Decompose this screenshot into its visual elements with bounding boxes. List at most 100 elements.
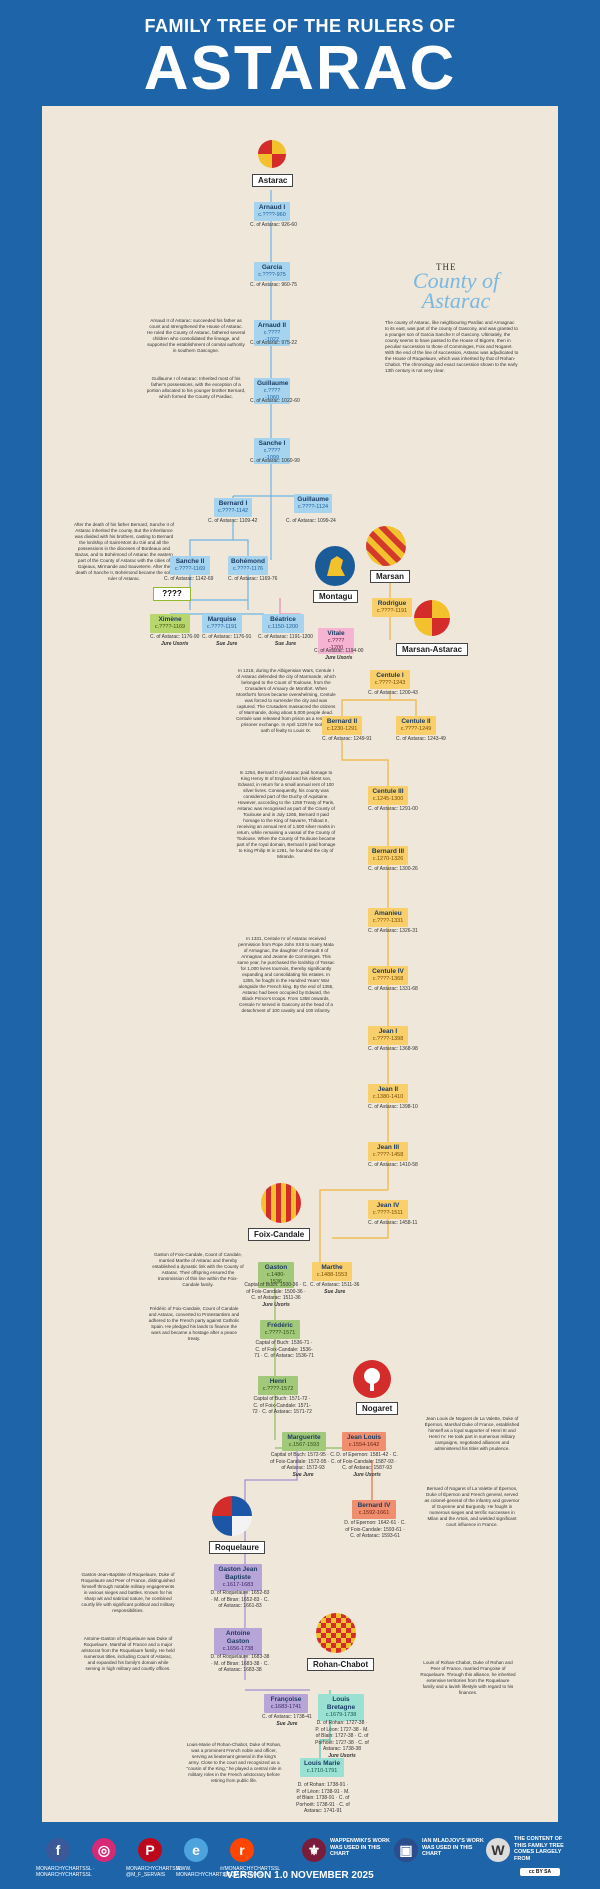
title-centule-iv: C. of Astarac: 1331-68: [368, 986, 418, 992]
chart-supertitle: FAMILY TREE OF THE RULERS OF: [144, 16, 456, 36]
reddit-icon[interactable]: r: [230, 1838, 254, 1862]
person-bernard-iii[interactable]: Bernard III c.1270-1326: [368, 846, 408, 865]
house-label-marsan-astarac: Marsan-Astarac: [396, 643, 469, 656]
title-bernard-ii: C. of Astarac: 1249-91: [322, 736, 372, 742]
person-frederic[interactable]: Frédéric c.????-1571: [260, 1320, 300, 1339]
person-marquise[interactable]: Marquise c.????-1191: [202, 614, 242, 633]
chart-title: ASTARAC: [143, 34, 457, 103]
house-label-astarac: Astarac: [252, 174, 294, 187]
note-bernard-iv: Bernard of Nogaret of La Valette of Éper…: [424, 1486, 520, 1527]
person-henri[interactable]: Henri c.????-1572: [258, 1376, 298, 1395]
person-beatrice[interactable]: Béatrice c.1150-1200: [262, 614, 304, 633]
marsan-astarac-shield-icon: [414, 600, 450, 636]
title-frederic: Captal of Buch: 1536-71 · C. of Foix-Can…: [254, 1340, 314, 1359]
instagram-icon[interactable]: ◎: [92, 1838, 116, 1862]
title-gaston-jean-baptiste: D. of Roquelaure: 1652-83 · M. of Biran:…: [210, 1590, 270, 1609]
person-bernard-iv[interactable]: Bernard IV c.1592-1661: [352, 1500, 396, 1519]
title-jean-iv: C. of Astarac: 1458-11: [368, 1220, 418, 1226]
title-gaston: Captal of Buch: 1500-36 · C. of Foix-Can…: [244, 1282, 308, 1308]
person-guillaume[interactable]: Guillaume c.????-1060: [254, 378, 290, 404]
footer-wiki: THE CONTENT OF THIS FAMILY TREE COMES LA…: [514, 1836, 564, 1862]
title-arnaud-i: C. of Astarac: 926-60: [250, 222, 297, 228]
person-ximene[interactable]: Ximène c.????-1169: [150, 614, 190, 633]
facebook-icon[interactable]: f: [46, 1838, 70, 1862]
house-label-nogaret: Nogaret: [356, 1402, 399, 1415]
note-louis-marie: Louis-Marie of Rohan-Chabot, Duke of Roh…: [186, 1742, 282, 1783]
title-jean-louis: D. of Epernon: 1581-42 · C. of Foix-Cand…: [336, 1452, 398, 1478]
person-centule-ii[interactable]: Centule II c.????-1249: [396, 716, 436, 735]
note-centule-i: In 1218, during the Albigensian Wars, Ce…: [236, 668, 336, 733]
title-jean-ii: C. of Astarac: 1398-10: [368, 1104, 418, 1110]
roquelaure-shield-icon: [212, 1496, 252, 1536]
person-vitale[interactable]: Vitale c.????-1200: [318, 628, 354, 654]
person-louis-marie[interactable]: Louis Marie c.1710-1791: [300, 1758, 344, 1777]
footer-handle-2: MONARCHYCHARTSSL · @M_F_SERVAIS: [126, 1866, 185, 1878]
title-sanche-ii: C. of Astarac: 1142-69: [164, 576, 214, 582]
person-jean-louis[interactable]: Jean Louis c.1554-1642: [342, 1432, 386, 1451]
person-sanche-ii[interactable]: Sanche II c.????-1169: [170, 556, 210, 575]
person-marguerite[interactable]: Marguerite c.1567-1593: [282, 1432, 326, 1451]
person-louis-bretagne[interactable]: Louis Bretagne c.1679-1738: [318, 1694, 364, 1721]
title-guillaume: C. of Astarac: 1022-60: [250, 398, 300, 404]
person-garcia[interactable]: Garcia c.????-975: [254, 262, 290, 281]
griffin-icon: [327, 556, 345, 576]
note-bernard-ii: In 1254, Bernard II of Astarac paid homa…: [236, 770, 336, 859]
person-francoise[interactable]: Françoise c.1683-1741: [264, 1694, 308, 1713]
person-guillaume-2[interactable]: Guillaume c.????-1124: [294, 494, 332, 513]
version-label: VERSION 1.0 NOVEMBER 2025: [226, 1870, 374, 1881]
note-guillaume: Guillaume I of Astarac: Inherited most o…: [146, 376, 246, 399]
intro-county-title: County of Astarac: [412, 268, 500, 313]
footer-wappenwiki: WAPPENWIKI'S WORK WAS USED IN THIS CHART: [330, 1838, 390, 1857]
pinterest-icon[interactable]: P: [138, 1838, 162, 1862]
house-label-roquelaure: Roquelaure: [209, 1541, 266, 1554]
title-henri: Captal of Buch: 1571-72 · C. of Foix-Can…: [252, 1396, 312, 1415]
nogaret-shield-icon: [353, 1360, 391, 1398]
person-bernard-ii[interactable]: Bernard II c.1230-1291: [322, 716, 362, 735]
person-jean-iii[interactable]: Jean III c.????-1458: [368, 1142, 408, 1161]
note-arnaud-ii: Arnaud II of Astarac: succeeded his fath…: [146, 318, 246, 353]
title-bernard-i: C. of Astarac: 1109-42: [208, 518, 258, 524]
footer-mladjov: IAN MLADJOV'S WORK WAS USED IN THIS CHAR…: [422, 1838, 484, 1857]
title-jean-iii: C. of Astarac: 1410-58: [368, 1162, 418, 1168]
title-centule-ii: C. of Astarac: 1243-49: [396, 736, 446, 742]
person-rodrigue[interactable]: Rodrigue c.????-1191: [372, 598, 412, 617]
title-marquise: C. of Astarac: 1176-91 Sue Jure: [202, 634, 252, 647]
unknown-parent-box: ????: [153, 587, 191, 601]
person-centule-iii[interactable]: Centule III c.1245-1300: [368, 786, 408, 805]
person-bohemond[interactable]: Bohémond c.????-1176: [228, 556, 268, 575]
title-garcia: C. of Astarac: 960-75: [250, 282, 297, 288]
note-gaston: Gaston of Foix-Candale, Count of Candale…: [152, 1252, 244, 1287]
person-amanieu[interactable]: Amanieu c.????-1331: [368, 908, 408, 927]
note-louis-bretagne: Louis of Rohan-Chabot, Duke of Rohan and…: [420, 1660, 516, 1695]
person-gaston-jean-baptiste[interactable]: Gaston Jean Baptiste c.1617-1683: [214, 1564, 262, 1591]
person-gaston[interactable]: Gaston c.1480-1536: [258, 1262, 294, 1288]
person-arnaud-ii[interactable]: Arnaud II c.????-1022: [254, 320, 290, 346]
mladjov-icon: ▣: [394, 1838, 418, 1862]
person-centule-iv[interactable]: Centule IV c.????-1368: [368, 966, 408, 985]
person-marthe[interactable]: Marthe c.1488-1553: [312, 1262, 352, 1281]
note-antoine: Antoine-Gaston of Roquelaure was Duke of…: [81, 1636, 175, 1671]
person-jean-iv[interactable]: Jean IV c.????-1511: [368, 1200, 408, 1219]
title-amanieu: C. of Astarac: 1326-31: [368, 928, 418, 934]
title-guillaume-2: C. of Astarac: 1099-24: [286, 518, 336, 524]
title-bernard-iii: C. of Astarac: 1300-26: [368, 866, 418, 872]
astarac-shield-icon: [258, 140, 286, 168]
person-jean-ii[interactable]: Jean II c.1380-1410: [368, 1084, 408, 1103]
rohan-chabot-shield-icon: [316, 1613, 356, 1653]
person-antoine-gaston[interactable]: Antoine Gaston c.1656-1738: [214, 1628, 262, 1655]
tree-panel: [42, 106, 558, 1822]
title-centule-iii: C. of Astarac: 1291-00: [368, 806, 418, 812]
note-bernard-i: After the death of his father Bernard, S…: [73, 522, 175, 581]
title-arnaud-ii: C. of Astarac: 975-22: [250, 340, 297, 346]
title-marguerite: Capital of Buch: 1572-95 · C. of Foix-Ca…: [270, 1452, 336, 1478]
title-jean-i: C. of Astarac: 1368-98: [368, 1046, 418, 1052]
website-icon[interactable]: e: [184, 1838, 208, 1862]
footer-handle-1: MONARCHYCHARTSSL · MONARCHYCHARTSSL: [36, 1866, 95, 1878]
cc-license-badge: cc BY SA: [520, 1868, 560, 1876]
note-frederic: Frédéric of Foix-Candale, Count of Canda…: [148, 1306, 240, 1341]
